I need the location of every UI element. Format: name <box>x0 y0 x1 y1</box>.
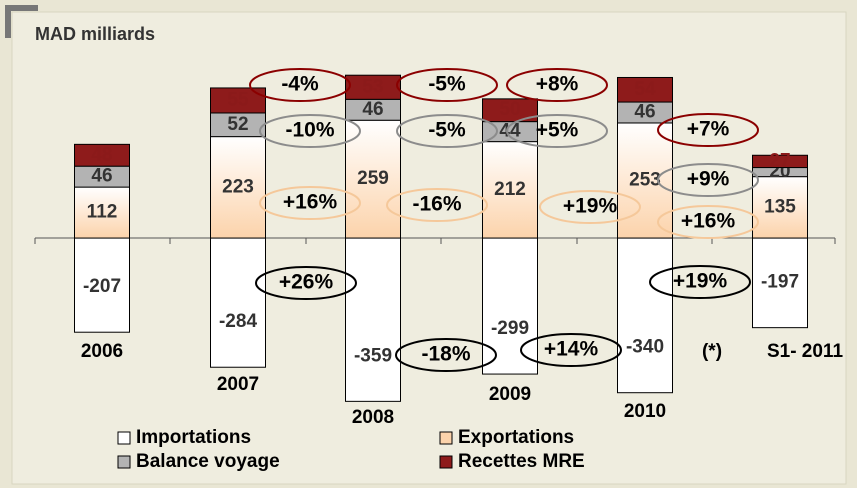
bar-segment <box>752 176 808 239</box>
bar-segment <box>345 237 401 402</box>
x-tick-label: 2009 <box>489 384 531 405</box>
legend-swatch <box>439 455 453 469</box>
annotation-ellipse <box>386 188 488 222</box>
annotation-ellipse <box>657 163 759 197</box>
bar-segment <box>345 74 401 100</box>
annotation-ellipse <box>506 114 608 148</box>
data-label: 212 <box>494 179 526 200</box>
annotation-ellipse <box>657 113 759 147</box>
corner-decoration <box>5 5 38 38</box>
annotation-ellipse <box>255 266 357 300</box>
data-label: 44 <box>499 121 521 142</box>
annotation-ellipse <box>520 333 622 367</box>
data-label: -359 <box>354 345 392 366</box>
bar-segment <box>482 237 538 375</box>
annotation: +9% <box>687 168 730 191</box>
data-label: 55 <box>227 89 249 110</box>
legend-label: Exportations <box>458 427 574 448</box>
x-tick-label: 2010 <box>624 401 666 422</box>
legend-swatch <box>117 455 131 469</box>
bar-segment <box>210 136 266 239</box>
annotation: +5% <box>536 119 579 142</box>
data-label: -284 <box>219 311 257 332</box>
data-label: 223 <box>222 176 254 197</box>
data-label: -207 <box>83 276 121 297</box>
annotation: -5% <box>428 73 466 96</box>
chart-title: MAD milliards <box>35 24 155 44</box>
data-label: 112 <box>87 202 118 223</box>
data-label: 253 <box>629 170 661 191</box>
data-label: 135 <box>764 196 796 217</box>
annotation-ellipse <box>395 338 497 372</box>
data-label: 46 <box>362 99 383 120</box>
annotation: +19% <box>673 270 728 293</box>
x-tick-label: 2007 <box>217 374 259 395</box>
annotation: +14% <box>544 338 599 361</box>
annotation: +19% <box>563 195 618 218</box>
bar-segment <box>482 141 538 239</box>
bar-segment <box>74 143 130 167</box>
data-label: 27 <box>769 150 790 171</box>
annotation: +7% <box>687 118 730 141</box>
data-label: 53 <box>362 76 383 97</box>
x-tick-label: 2006 <box>81 341 123 362</box>
bar-segment <box>210 237 266 368</box>
legend-swatch <box>439 431 453 445</box>
data-label: -299 <box>491 318 529 339</box>
legend-swatch <box>117 431 131 445</box>
annotation: -5% <box>428 119 466 142</box>
annotation-ellipse <box>657 205 759 239</box>
bar-segment <box>345 119 401 239</box>
annotation-ellipse <box>649 265 751 299</box>
data-label: 46 <box>91 166 112 187</box>
annotation-ellipse <box>249 68 351 102</box>
bar-segment <box>617 76 673 103</box>
annotation-ellipse <box>259 114 361 148</box>
legend-label: Balance voyage <box>136 451 280 472</box>
note: (*) <box>702 341 722 362</box>
annotation: -10% <box>285 119 334 142</box>
annotation: -16% <box>412 193 461 216</box>
data-label: 50 <box>499 99 520 120</box>
annotation-ellipse <box>506 68 608 102</box>
data-label: 54 <box>634 79 656 100</box>
data-label: -340 <box>626 337 664 358</box>
bar-segment <box>752 154 808 169</box>
annotation: +8% <box>536 73 579 96</box>
data-label: 48 <box>91 144 112 165</box>
annotation-ellipse <box>396 114 498 148</box>
bar-segment <box>617 237 673 394</box>
x-tick-label: S1- 2011 <box>767 341 843 362</box>
plot-frame <box>11 11 847 485</box>
data-label: -197 <box>761 272 799 293</box>
annotation: +26% <box>279 271 334 294</box>
annotation: +16% <box>283 191 338 214</box>
annotation: -18% <box>421 343 470 366</box>
annotation: -4% <box>281 73 319 96</box>
x-tick-label: 2008 <box>352 407 394 428</box>
annotation: +16% <box>681 210 736 233</box>
annotation-ellipse <box>539 190 641 224</box>
annotation-ellipse <box>396 68 498 102</box>
data-label: 259 <box>357 168 389 189</box>
data-label: 46 <box>634 102 655 123</box>
legend-label: Importations <box>136 427 251 448</box>
annotation-ellipse <box>259 186 361 220</box>
data-label: 52 <box>227 114 248 135</box>
bar-segment <box>752 237 808 329</box>
legend-label: Recettes MRE <box>458 451 585 472</box>
bar-segment <box>482 98 538 123</box>
